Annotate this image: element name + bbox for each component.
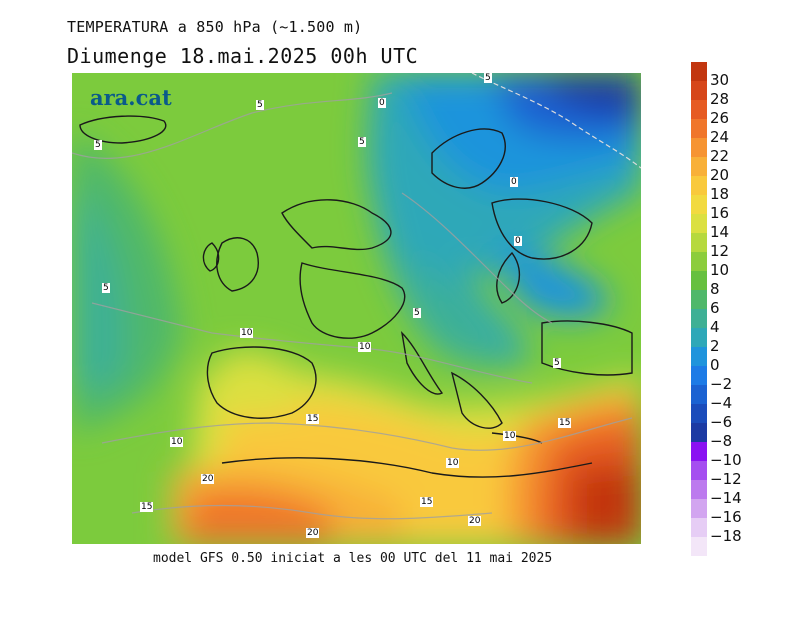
isotherm-label: 5 [256,100,264,110]
isotherm-label: 15 [306,414,320,424]
legend-label: −4 [710,394,733,412]
legend-swatch [691,404,707,423]
legend-swatch [691,499,707,518]
isotherm-label: 0 [510,177,518,187]
isotherm-label: 15 [558,418,572,428]
isotherm-label: 10 [503,431,517,441]
legend-swatch [691,62,707,81]
legend-label: −10 [710,451,742,469]
legend-label: 10 [710,261,730,279]
isotherm-label: 0 [514,236,522,246]
legend-label: 14 [710,223,730,241]
legend-swatch [691,309,707,328]
legend-label: −8 [710,432,733,450]
legend-label: 2 [710,337,720,355]
isotherm-label: 5 [102,283,110,293]
legend-label: 6 [710,299,720,317]
forecast-date: Diumenge 18.mai.2025 00h UTC [67,44,419,68]
legend-swatch [691,157,707,176]
legend-swatch [691,328,707,347]
isotherm-label: 5 [484,73,492,83]
isotherm-label: 0 [378,98,386,108]
isotherm-label: 10 [358,342,372,352]
legend-label: 12 [710,242,730,260]
legend-swatch [691,195,707,214]
isotherm-label: 10 [170,437,184,447]
legend-swatch [691,214,707,233]
isotherm-label: 20 [468,516,482,526]
legend-swatch [691,138,707,157]
legend-swatch [691,518,707,537]
model-info: model GFS 0.50 iniciat a les 00 UTC del … [153,551,553,566]
legend-swatch [691,461,707,480]
legend-label: −18 [710,527,742,545]
legend-label: 16 [710,204,730,222]
legend-label: 20 [710,166,730,184]
isotherm-label: 10 [240,328,254,338]
legend-swatch [691,119,707,138]
legend-swatch [691,347,707,366]
legend-label: 0 [710,356,720,374]
legend-label: −2 [710,375,733,393]
legend-label: −6 [710,413,733,431]
color-legend [691,62,707,556]
legend-swatch [691,233,707,252]
isotherm-label: 15 [420,497,434,507]
legend-label: 4 [710,318,720,336]
brand-logo: ara.cat [90,85,172,110]
legend-swatch [691,423,707,442]
legend-label: 18 [710,185,730,203]
isotherm-label: 5 [413,308,421,318]
legend-swatch [691,366,707,385]
temperature-field [72,73,641,544]
legend-swatch [691,271,707,290]
isotherm-lines [72,92,633,520]
freezing-line [471,73,641,169]
legend-label: −14 [710,489,742,507]
legend-labels: 30 28 26 24 22 20 18 16 14 12 10 8 6 4 2 0 −2 −4 −6 −8 −10 −1… [710,62,790,556]
legend-label: −12 [710,470,742,488]
coastlines [79,115,633,478]
isotherm-label: 5 [553,358,561,368]
isotherm-label: 20 [306,528,320,538]
legend-label: 8 [710,280,720,298]
legend-swatch [691,385,707,404]
isotherm-label: 20 [201,474,215,484]
chart-title: TEMPERATURA a 850 hPa (~1.500 m) [67,18,363,36]
legend-swatch [691,176,707,195]
temperature-map: ara.cat 5 5 0 5 5 5 0 0 5 5 10 10 5 10 1… [72,73,641,544]
isotherm-label: 5 [94,140,102,150]
legend-swatch [691,81,707,100]
isotherm-label: 10 [446,458,460,468]
isotherm-label: 15 [140,502,154,512]
legend-label: −16 [710,508,742,526]
legend-label: 22 [710,147,730,165]
isotherm-label: 5 [358,137,366,147]
legend-swatch [691,480,707,499]
legend-swatch [691,290,707,309]
legend-swatch [691,252,707,271]
legend-label: 24 [710,128,730,146]
legend-label: 26 [710,109,730,127]
map-canvas [72,73,641,544]
legend-swatch [691,537,707,556]
legend-label: 30 [710,71,730,89]
legend-swatch [691,442,707,461]
legend-label: 28 [710,90,730,108]
legend-swatch [691,100,707,119]
